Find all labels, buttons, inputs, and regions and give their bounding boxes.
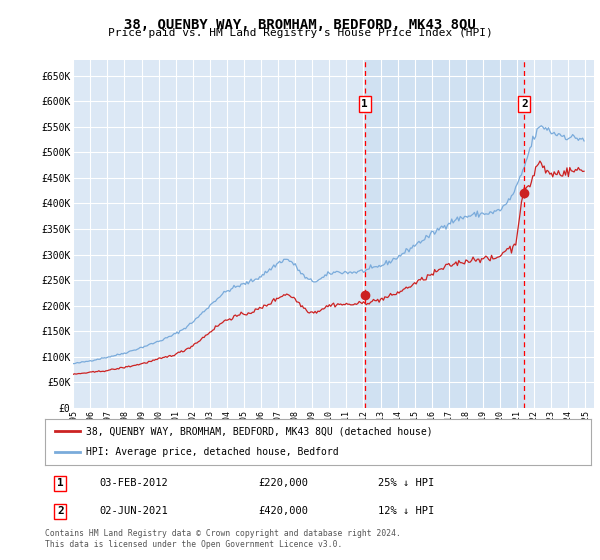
Text: 12% ↓ HPI: 12% ↓ HPI: [378, 506, 434, 516]
Text: 02-JUN-2021: 02-JUN-2021: [100, 506, 169, 516]
Text: 2: 2: [521, 99, 528, 109]
Text: 2: 2: [57, 506, 64, 516]
Text: £220,000: £220,000: [258, 478, 308, 488]
Text: Price paid vs. HM Land Registry's House Price Index (HPI): Price paid vs. HM Land Registry's House …: [107, 28, 493, 38]
Text: Contains HM Land Registry data © Crown copyright and database right 2024.
This d: Contains HM Land Registry data © Crown c…: [45, 529, 401, 549]
Bar: [365, 60, 524, 408]
Text: 38, QUENBY WAY, BROMHAM, BEDFORD, MK43 8QU: 38, QUENBY WAY, BROMHAM, BEDFORD, MK43 8…: [124, 18, 476, 32]
Text: £420,000: £420,000: [258, 506, 308, 516]
Text: 25% ↓ HPI: 25% ↓ HPI: [378, 478, 434, 488]
Text: HPI: Average price, detached house, Bedford: HPI: Average price, detached house, Bedf…: [86, 447, 338, 458]
Text: 38, QUENBY WAY, BROMHAM, BEDFORD, MK43 8QU (detached house): 38, QUENBY WAY, BROMHAM, BEDFORD, MK43 8…: [86, 426, 433, 436]
Text: 1: 1: [361, 99, 368, 109]
Text: 03-FEB-2012: 03-FEB-2012: [100, 478, 169, 488]
Text: 1: 1: [57, 478, 64, 488]
